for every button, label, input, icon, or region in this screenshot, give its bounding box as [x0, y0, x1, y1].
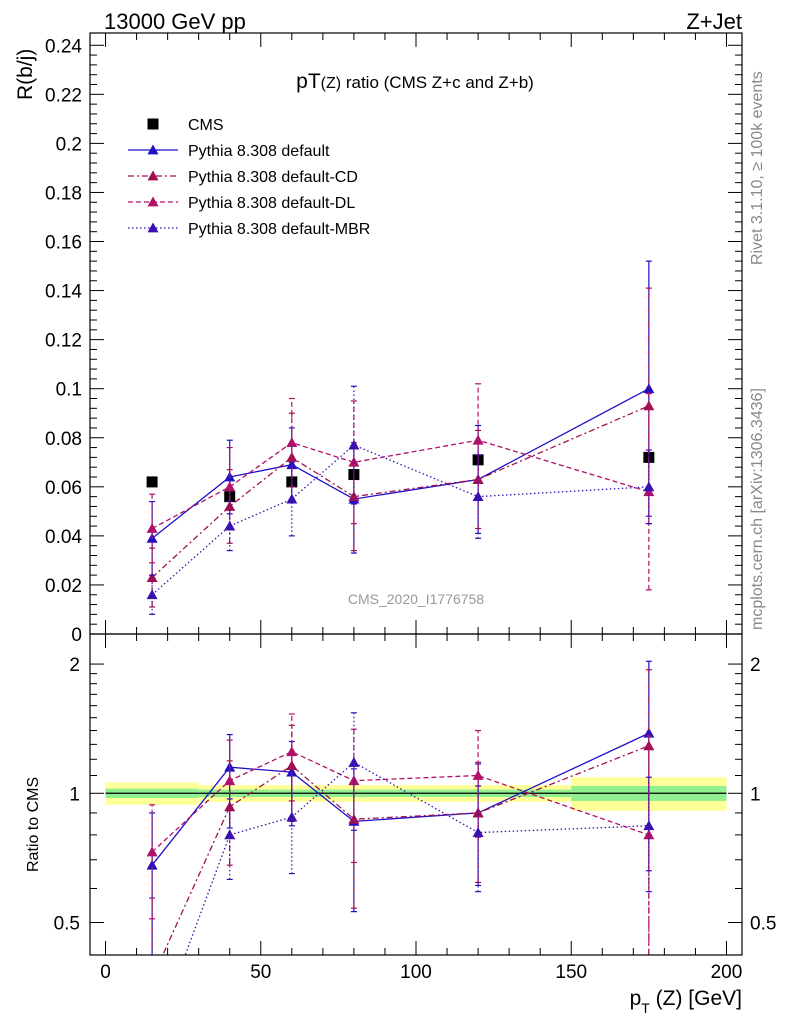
legend-marker-cms [147, 118, 159, 130]
cms-point [146, 476, 158, 488]
analysis-watermark: CMS_2020_I1776758 [348, 591, 484, 607]
series-point-mbr [224, 520, 236, 531]
header-left: 13000 GeV pp [104, 9, 246, 34]
x-label-main: p [630, 987, 642, 1010]
legend-marker [147, 170, 159, 181]
ratio-point-mbr [472, 827, 484, 837]
series-line-default [151, 388, 650, 539]
ratio-point-dl [348, 775, 360, 786]
main-title-sub: (Z) [321, 75, 341, 92]
ratio-y-tick-label-right: 2 [750, 655, 761, 676]
ratio-point-dl [224, 775, 236, 786]
ratio-line-mbr [184, 761, 649, 955]
series-point-mbr [286, 493, 298, 504]
y-tick-label: 0.2 [56, 134, 82, 155]
ratio-line-default [151, 732, 650, 866]
ratio-y-tick-label: 0.5 [54, 913, 80, 934]
x-label-sub: T [641, 1000, 650, 1016]
main-axes: 0 0.02 0.04 0.06 0.08 0.1 0.12 0.14 0.16 0.18 0.2 0… [45, 32, 743, 646]
y-tick-label: 0.08 [45, 429, 82, 450]
series-point-mbr [348, 439, 360, 450]
series-point-mbr [146, 589, 158, 600]
series-point-mbr [472, 491, 484, 502]
y-tick-label: 0.24 [45, 36, 82, 57]
ratio-line-dl [151, 750, 650, 853]
ratio-y-tick-label: 1 [69, 784, 80, 805]
ratio-series-group [146, 660, 655, 983]
legend-marker [147, 144, 159, 155]
series-point-mbr [643, 481, 655, 492]
ratio-point-dl [472, 770, 484, 780]
ratio-point-dl [146, 846, 158, 857]
y-tick-label: 0.16 [45, 233, 82, 254]
series-line-mbr [151, 444, 649, 596]
series-point-dl [348, 456, 360, 467]
y-tick-label: 0.18 [45, 183, 82, 204]
side-label-rivet: Rivet 3.1.10, ≥ 100k events [749, 71, 766, 265]
legend: CMS Pythia 8.308 default Pythia 8.308 defa… [128, 117, 370, 238]
header-right: Z+Jet [686, 9, 742, 34]
series-point-dl [286, 437, 298, 448]
legend-marker [147, 222, 159, 233]
ratio-point-mbr [348, 756, 360, 767]
ratio-y-tick-label-right: 1 [750, 784, 761, 805]
y-tick-label: 0.1 [56, 380, 82, 401]
series-point-cd [286, 451, 298, 462]
y-tick-label: 0 [71, 625, 82, 646]
series-line-cd [151, 405, 650, 579]
main-ylabel: R(b/j) [14, 49, 37, 100]
legend-label: CMS [188, 117, 224, 134]
x-tick-label: 100 [400, 962, 432, 983]
series-point-dl [224, 481, 236, 492]
legend-label: Pythia 8.308 default-MBR [188, 221, 370, 238]
ratio-point-default [146, 859, 158, 870]
y-tick-label: 0.14 [45, 282, 82, 303]
main-title-rest: ratio (CMS Z+c and Z+b) [341, 73, 534, 92]
x-tick-label: 50 [250, 962, 271, 983]
ratio-point-mbr [643, 820, 655, 831]
y-tick-label: 0.04 [45, 527, 82, 548]
y-tick-label: 0.22 [45, 85, 82, 106]
legend-marker [147, 196, 159, 207]
main-title-main: pT [296, 70, 321, 93]
main-title: pT(Z) ratio (CMS Z+c and Z+b) [296, 70, 534, 93]
ratio-line-cd [162, 745, 650, 955]
ratio-y-tick-label-right: 0.5 [750, 913, 776, 934]
x-axis-label: pT (Z) [GeV] [630, 987, 742, 1016]
series-point-dl [146, 523, 158, 533]
x-tick-label: 150 [555, 962, 587, 983]
legend-label: Pythia 8.308 default [188, 143, 330, 160]
ratio-point-cd [147, 973, 158, 983]
ratio-point-mbr [286, 811, 298, 822]
main-series-group [146, 260, 655, 615]
ratio-point-mbr [224, 829, 236, 840]
legend-label: Pythia 8.308 default-CD [188, 169, 358, 186]
ratio-point-default [643, 727, 655, 738]
series-point-dl [472, 434, 484, 445]
series-line-dl [151, 439, 650, 530]
ratio-ylabel: Ratio to CMS [25, 777, 42, 872]
y-tick-label: 0.12 [45, 331, 82, 352]
x-tick-label: 200 [711, 962, 743, 983]
x-tick-label: 0 [100, 962, 111, 983]
x-label-rest: (Z) [GeV] [650, 987, 742, 1010]
y-tick-label: 0.06 [45, 478, 82, 499]
ratio-axes: 0.5 0.5 1 1 2 2 0 50 100 150 200 [54, 633, 776, 983]
legend-label: Pythia 8.308 default-DL [188, 195, 355, 212]
y-tick-label: 0.02 [45, 576, 82, 597]
ratio-y-tick-label: 2 [69, 655, 80, 676]
side-label-mcplots: mcplots.cern.ch [arXiv:1306.3436] [749, 388, 766, 630]
ratio-point-dl [286, 746, 298, 757]
